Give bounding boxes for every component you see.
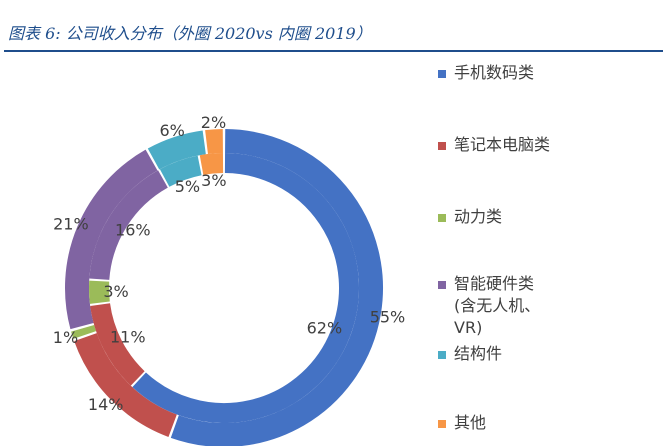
- inner-ring-slice-2: [89, 280, 110, 304]
- inner-ring-slice-5: [199, 153, 224, 175]
- legend-item-5: 其他: [438, 412, 604, 434]
- inner-ring-slice-0: [132, 153, 359, 423]
- inner-ring-label-5: 3%: [201, 171, 226, 190]
- outer-ring-label-1: 14%: [88, 395, 124, 414]
- legend-swatch-3: [438, 281, 446, 289]
- outer-ring-label-3: 21%: [53, 214, 89, 233]
- legend-swatch-1: [438, 142, 446, 150]
- outer-ring-slice-0: [170, 129, 383, 446]
- inner-ring-label-1: 11%: [110, 328, 146, 347]
- outer-ring-slice-5: [205, 129, 224, 154]
- title-rule: [4, 50, 663, 52]
- outer-ring-slice-3: [65, 149, 158, 330]
- legend-item-0: 手机数码类: [438, 62, 604, 84]
- inner-ring-slice-3: [89, 170, 169, 281]
- legend-item-4: 结构件: [438, 343, 604, 365]
- legend-label-0: 手机数码类: [454, 63, 535, 82]
- legend-item-2: 动力类: [438, 206, 604, 228]
- outer-ring-label-5: 2%: [201, 113, 226, 132]
- outer-ring-label-4: 6%: [160, 121, 185, 140]
- inner-ring-label-0: 62%: [307, 318, 343, 337]
- chart-title: 图表 6: 公司收入分布（外圈 2020vs 内圈 2019）: [8, 24, 372, 43]
- inner-ring-label-4: 5%: [175, 177, 200, 196]
- legend-label-2: 动力类: [454, 207, 503, 226]
- legend-swatch-5: [438, 420, 446, 428]
- outer-ring-label-2: 1%: [53, 328, 78, 347]
- inner-ring-slice-1: [90, 303, 145, 386]
- inner-ring-label-2: 3%: [103, 282, 128, 301]
- legend-item-1: 笔记本电脑类: [438, 134, 604, 156]
- legend-label-4: 结构件: [454, 344, 503, 363]
- outer-ring-slice-2: [71, 324, 97, 339]
- legend-swatch-0: [438, 70, 446, 78]
- outer-ring-label-0: 55%: [370, 307, 406, 326]
- outer-ring-slice-1: [74, 332, 178, 437]
- legend-label-5: 其他: [454, 413, 487, 432]
- legend-label-3: 智能硬件类 (含无人机、 VR): [454, 274, 541, 337]
- outer-ring-slice-4: [147, 130, 207, 170]
- inner-ring-slice-4: [159, 155, 202, 187]
- legend-label-1: 笔记本电脑类: [454, 135, 551, 154]
- legend-swatch-2: [438, 214, 446, 222]
- legend-item-3: 智能硬件类 (含无人机、 VR): [438, 273, 604, 339]
- inner-ring-label-3: 16%: [115, 221, 151, 240]
- legend-swatch-4: [438, 351, 446, 359]
